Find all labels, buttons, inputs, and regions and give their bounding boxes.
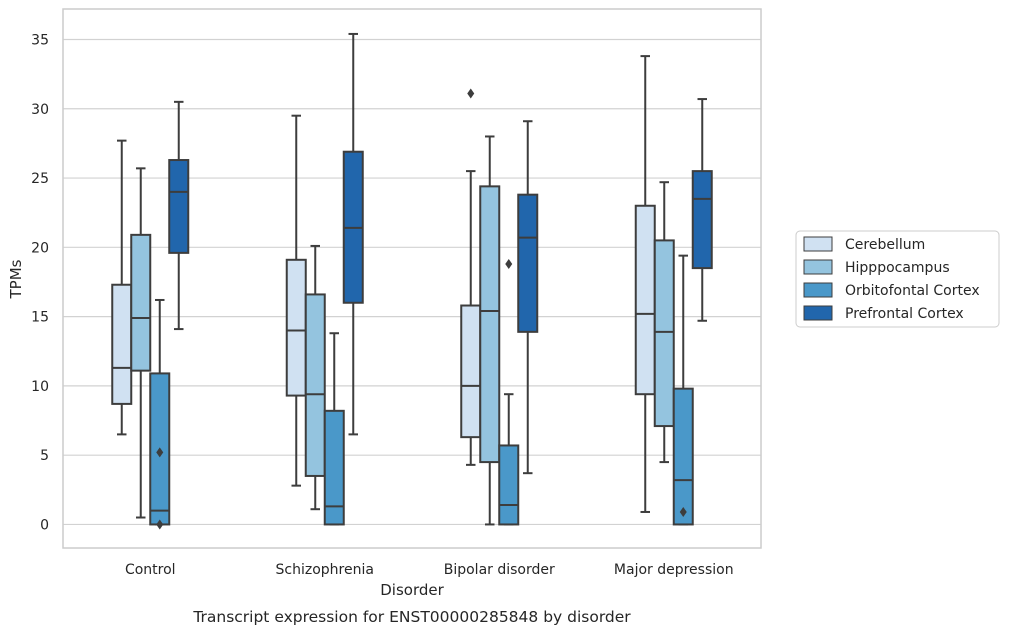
y-tick-label: 35 [31, 32, 49, 48]
box-group [168, 100, 190, 331]
legend-frame [795, 230, 1000, 328]
box-group [149, 298, 171, 530]
outlier-point [156, 519, 164, 530]
box-group [111, 139, 133, 436]
outlier-point [679, 506, 687, 517]
y-tick-labels: 0 5 10 15 20 25 30 35 [31, 32, 49, 533]
box-iqr [460, 304, 482, 439]
x-tick-label: Bipolar disorder [444, 562, 555, 578]
box-iqr [498, 444, 520, 526]
box-group [342, 32, 364, 436]
box-series [111, 32, 713, 530]
y-tick-label: 20 [31, 240, 49, 256]
x-tick-labels: Control Schizophrenia Bipolar disorder Majo… [125, 562, 734, 578]
legend-label: Hipppocampus [845, 260, 950, 276]
box-iqr [111, 283, 133, 405]
legend: Cerebellum Hipppocampus Orbitofontal Corte… [795, 230, 1000, 328]
legend-label: Prefrontal Cortex [845, 306, 964, 322]
outlier-point [505, 258, 513, 269]
outlier-point [156, 447, 164, 458]
plot-frame [62, 8, 762, 549]
box-iqr [634, 204, 656, 396]
box-group [323, 332, 345, 526]
box-group [285, 114, 307, 487]
box-iqr [672, 387, 694, 526]
box-iqr [285, 258, 307, 397]
outlier-point [467, 88, 475, 99]
y-tick-label: 5 [40, 448, 49, 464]
box-iqr [479, 185, 501, 464]
box-iqr [130, 233, 152, 372]
x-axis-label: Disorder [380, 581, 444, 599]
y-tick-label: 15 [31, 310, 49, 326]
legend-swatch [803, 282, 833, 298]
box-iqr [691, 170, 713, 270]
y-tick-label: 0 [40, 517, 49, 533]
legend-swatch [803, 305, 833, 321]
x-tick-label: Major depression [614, 562, 734, 578]
x-tick-label: Control [125, 562, 176, 578]
box-group [672, 254, 694, 526]
box-group [691, 98, 713, 322]
y-tick-label: 30 [31, 102, 49, 118]
legend-label: Cerebellum [845, 237, 925, 253]
box-iqr [304, 293, 326, 477]
y-tick-label: 10 [31, 379, 49, 395]
legend-swatch [803, 259, 833, 275]
box-group [304, 244, 326, 511]
box-group [130, 167, 152, 519]
y-tick-label: 25 [31, 171, 49, 187]
box-iqr [517, 193, 539, 333]
legend-label: Orbitofontal Cortex [845, 283, 980, 299]
box-group [498, 258, 520, 526]
box-iqr [168, 159, 190, 254]
box-group [517, 120, 539, 475]
y-axis-label: TPMs [7, 259, 25, 299]
box-iqr [323, 409, 345, 526]
box-group [653, 181, 675, 464]
box-group [460, 88, 482, 466]
x-tick-label: Schizophrenia [276, 562, 374, 578]
box-iqr [653, 239, 675, 428]
box-group [479, 135, 501, 526]
chart-caption: Transcript expression for ENST0000028584… [192, 608, 631, 626]
legend-swatch [803, 236, 833, 252]
